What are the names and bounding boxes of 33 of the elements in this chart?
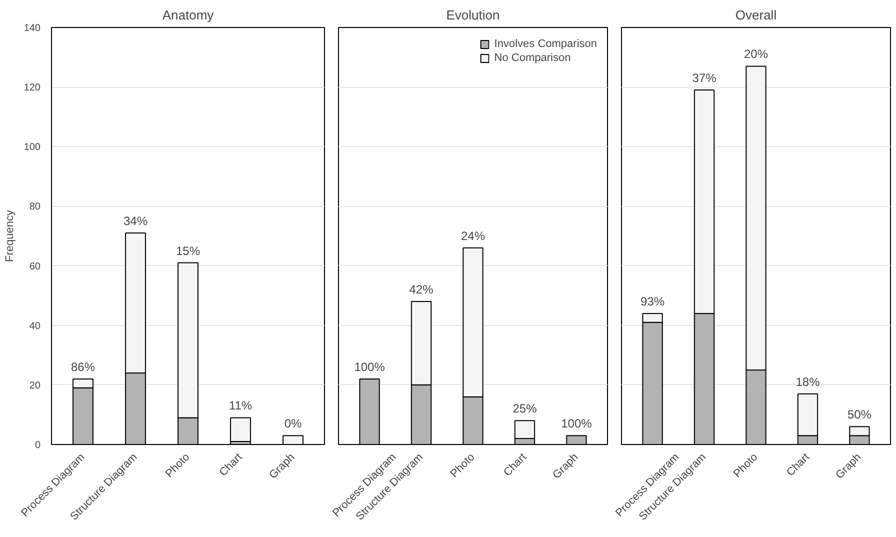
y-tick-label: 80 (29, 202, 41, 213)
annotation: 34% (123, 214, 148, 228)
annotation: 93% (640, 294, 665, 308)
legend-label: No Comparison (494, 51, 571, 65)
legend-label: Involves Comparison (494, 37, 597, 51)
annotation: 11% (228, 398, 252, 413)
y-tick-label: 140 (24, 23, 41, 34)
bar (359, 378, 380, 444)
annotation: 20% (744, 47, 768, 62)
y-tick-label: 120 (24, 82, 41, 94)
y-tick-label: 100 (24, 142, 41, 154)
annotation: 86% (70, 360, 96, 374)
annotation: 100% (561, 416, 592, 431)
bar (230, 417, 251, 442)
y-tick-label: 60 (29, 261, 41, 272)
y-tick-label: 40 (29, 320, 41, 332)
annotation: 50% (847, 408, 872, 422)
bar (282, 435, 304, 444)
annotation: 15% (176, 244, 200, 258)
bar (566, 435, 587, 444)
annotation: 37% (692, 71, 717, 86)
chart-title: Anatomy (162, 8, 214, 22)
y-tick-label: 0 (34, 440, 41, 451)
annotation: 24% (460, 228, 486, 243)
y-tick-label: 20 (29, 380, 41, 392)
annotation: 0% (284, 416, 302, 431)
annotation: 25% (512, 402, 538, 416)
annotation: 18% (796, 374, 820, 389)
y-axis-title: Frequency (4, 210, 16, 262)
annotation: 42% (409, 282, 434, 297)
annotation: 100% (354, 360, 386, 374)
chart-title: Evolution (446, 8, 500, 22)
chart-title: Overall (735, 8, 777, 22)
